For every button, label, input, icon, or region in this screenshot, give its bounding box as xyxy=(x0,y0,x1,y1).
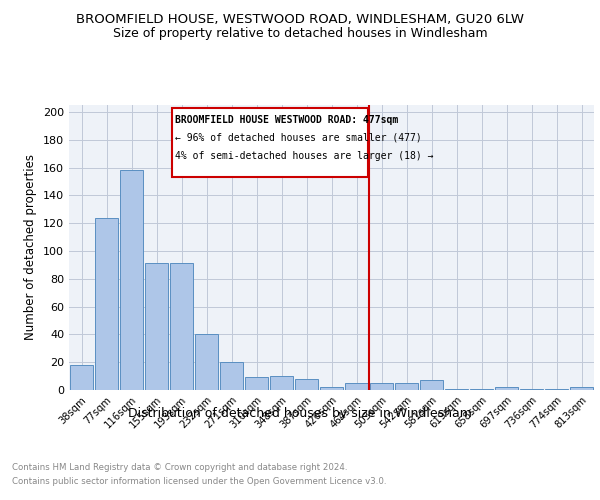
Bar xyxy=(520,388,543,390)
Text: ← 96% of detached houses are smaller (477): ← 96% of detached houses are smaller (47… xyxy=(175,133,422,143)
Bar xyxy=(245,378,268,390)
Bar xyxy=(470,388,493,390)
Bar xyxy=(145,264,168,390)
Text: Distribution of detached houses by size in Windlesham: Distribution of detached houses by size … xyxy=(128,408,472,420)
Text: 4% of semi-detached houses are larger (18) →: 4% of semi-detached houses are larger (1… xyxy=(175,151,434,161)
Bar xyxy=(345,383,368,390)
Bar xyxy=(545,388,568,390)
Bar xyxy=(320,387,343,390)
Bar xyxy=(95,218,118,390)
Text: BROOMFIELD HOUSE, WESTWOOD ROAD, WINDLESHAM, GU20 6LW: BROOMFIELD HOUSE, WESTWOOD ROAD, WINDLES… xyxy=(76,12,524,26)
Bar xyxy=(495,387,518,390)
Bar xyxy=(270,376,293,390)
Bar xyxy=(195,334,218,390)
Text: Contains public sector information licensed under the Open Government Licence v3: Contains public sector information licen… xyxy=(12,478,386,486)
Bar xyxy=(70,365,93,390)
Bar xyxy=(172,108,368,178)
Bar xyxy=(370,383,393,390)
Text: BROOMFIELD HOUSE WESTWOOD ROAD: 477sqm: BROOMFIELD HOUSE WESTWOOD ROAD: 477sqm xyxy=(175,114,398,124)
Bar xyxy=(295,379,318,390)
Y-axis label: Number of detached properties: Number of detached properties xyxy=(25,154,37,340)
Text: Contains HM Land Registry data © Crown copyright and database right 2024.: Contains HM Land Registry data © Crown c… xyxy=(12,462,347,471)
Bar xyxy=(170,264,193,390)
Bar xyxy=(570,387,593,390)
Bar xyxy=(220,362,243,390)
Text: Size of property relative to detached houses in Windlesham: Size of property relative to detached ho… xyxy=(113,28,487,40)
Bar xyxy=(445,388,468,390)
Bar xyxy=(120,170,143,390)
Bar xyxy=(395,383,418,390)
Bar xyxy=(420,380,443,390)
